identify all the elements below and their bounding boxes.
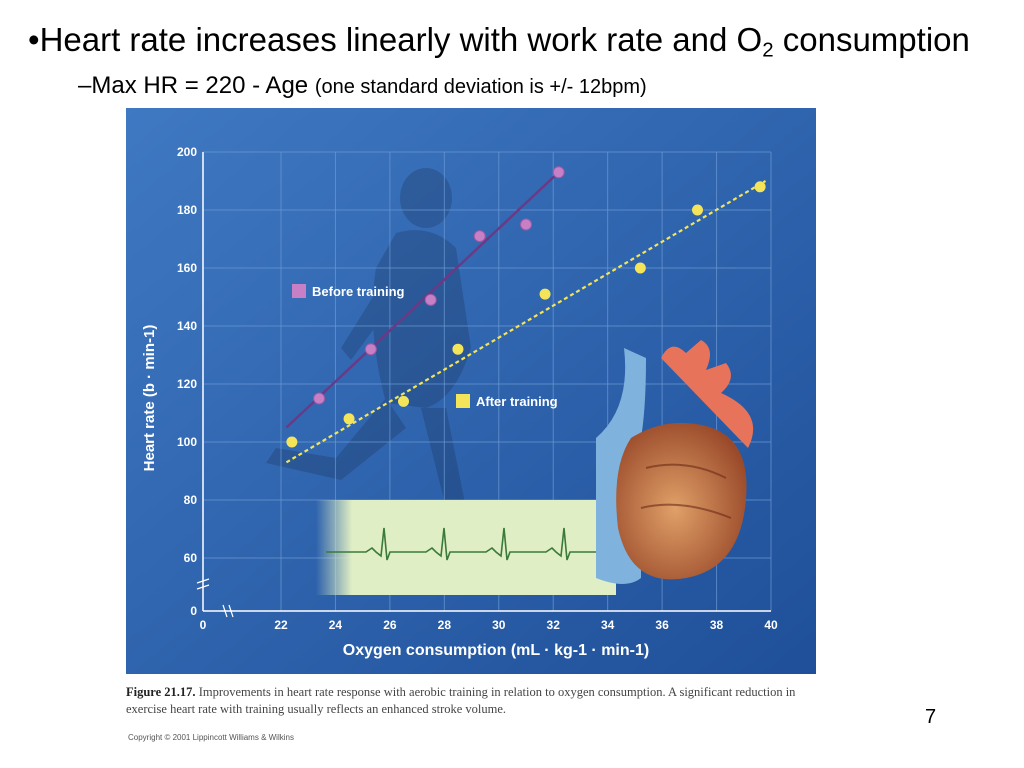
before-training-point — [552, 166, 565, 179]
y-tick-label: 80 — [184, 493, 198, 507]
before-training-point — [424, 293, 437, 306]
before-training-point — [520, 218, 532, 231]
y-tick-label: 120 — [177, 377, 197, 391]
y-tick-label: 180 — [177, 203, 197, 217]
y-tick-label: 0 — [190, 604, 197, 618]
series-layer — [285, 166, 767, 464]
y-tick-label: 200 — [177, 145, 197, 159]
bullet-marker: • — [28, 21, 40, 58]
legend-before-swatch — [292, 284, 306, 298]
sub-bullet-marker: – — [78, 72, 92, 99]
sub-bullet-note: (one standard deviation is +/- 12bpm) — [314, 76, 647, 98]
bullet-main-subscript: 2 — [762, 38, 774, 62]
legend-before-label: Before training — [312, 284, 405, 299]
before-training-fit-line — [285, 171, 560, 429]
axes: 0 22 24 26 28 30 32 34 36 38 40 0 60 80 100 120 140 160 18… — [177, 145, 778, 632]
after-training-point — [754, 181, 766, 193]
after-training-point — [286, 436, 298, 448]
after-training-point — [343, 413, 355, 425]
x-tick-label: 22 — [274, 618, 288, 632]
sub-bullet: –Max HR = 220 - Age (one standard deviat… — [78, 70, 647, 103]
y-axis-break — [196, 578, 210, 590]
legend-after-swatch — [456, 394, 470, 408]
bullet-main-text: Heart rate increases linearly with work … — [39, 21, 763, 58]
before-training-point — [364, 343, 377, 356]
x-tick-label: 0 — [200, 618, 207, 632]
before-training-point — [313, 392, 326, 405]
after-training-fit-line — [285, 180, 767, 464]
bullet-main-text-end: consumption — [773, 21, 970, 58]
y-tick-label: 60 — [184, 551, 198, 565]
runner-illustration — [266, 168, 471, 586]
figure-caption: Figure 21.17. Improvements in heart rate… — [126, 684, 816, 718]
page-number: 7 — [925, 706, 937, 728]
sub-bullet-text: Max HR = 220 - Age — [91, 72, 315, 99]
x-tick-label: 26 — [383, 618, 397, 632]
legend-after-label: After training — [476, 394, 558, 409]
x-tick-label: 32 — [547, 618, 561, 632]
legend: Before training After training — [292, 284, 558, 409]
x-tick-label: 36 — [655, 618, 669, 632]
bullet-main: •Heart rate increases linearly with work… — [28, 20, 970, 60]
after-training-point — [452, 343, 464, 355]
y-axis-label: Heart rate (b · min-1) — [141, 325, 158, 472]
ecg-strip — [316, 500, 616, 595]
before-training-point — [473, 230, 486, 243]
figure-panel: 0 22 24 26 28 30 32 34 36 38 40 0 60 80 100 120 140 160 18… — [126, 108, 816, 674]
x-axis-break — [222, 604, 234, 618]
y-tick-label: 140 — [177, 319, 197, 333]
x-tick-label: 24 — [329, 618, 343, 632]
after-training-point — [398, 395, 409, 407]
x-tick-label: 38 — [710, 618, 724, 632]
x-tick-label: 30 — [492, 618, 506, 632]
heart-illustration — [596, 340, 754, 584]
x-axis-label: Oxygen consumption (mL · kg-1 · min-1) — [343, 642, 649, 659]
after-training-point — [692, 204, 703, 216]
heart-rate-chart: 0 22 24 26 28 30 32 34 36 38 40 0 60 80 100 120 140 160 18… — [126, 108, 816, 674]
x-tick-label: 34 — [601, 618, 615, 632]
caption-label: Figure 21.17. — [126, 685, 196, 699]
x-tick-label: 28 — [438, 618, 452, 632]
after-training-point — [634, 262, 646, 274]
x-tick-label: 40 — [764, 618, 778, 632]
y-tick-label: 100 — [177, 435, 197, 449]
copyright: Copyright © 2001 Lippincott Williams & W… — [128, 733, 294, 742]
y-tick-label: 160 — [177, 261, 197, 275]
caption-text: Improvements in heart rate response with… — [126, 685, 796, 716]
after-training-point — [539, 288, 551, 300]
